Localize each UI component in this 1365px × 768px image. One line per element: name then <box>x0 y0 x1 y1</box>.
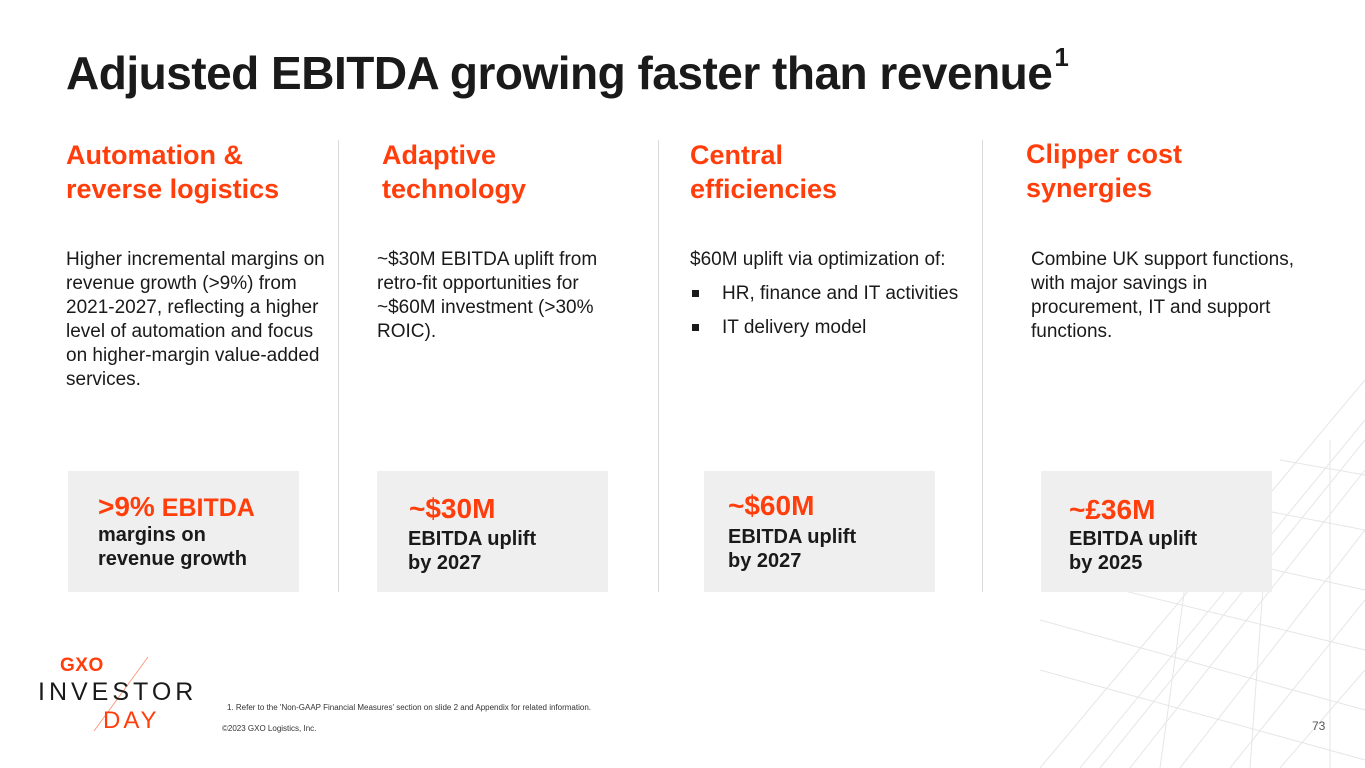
page-title-text: Adjusted EBITDA growing faster than reve… <box>66 47 1053 99</box>
column-1-body: Higher incremental margins on revenue gr… <box>66 249 325 390</box>
stat-box-2-value: ~$30M <box>409 493 496 524</box>
column-4-heading-line-1: Clipper cost <box>1026 139 1183 169</box>
column-1-heading-line-2: reverse logistics <box>66 174 280 204</box>
stat-box-3-caption-line-1: EBITDA uplift <box>728 526 857 548</box>
square-bullet-icon <box>692 290 699 297</box>
footnote-marker: 1 <box>1054 42 1069 72</box>
stat-box-4-caption-line-2: by 2025 <box>1069 552 1143 574</box>
column-3-heading-line-2: efficiencies <box>690 174 838 204</box>
logo-slash-icon <box>93 656 149 732</box>
column-2-heading-line-1: Adaptive <box>382 140 497 170</box>
logo-brand: GXO <box>60 655 104 676</box>
copyright: ©2023 GXO Logistics, Inc. <box>222 724 317 733</box>
column-1-heading-line-1: Automation & <box>66 140 243 170</box>
stat-box-3-caption: EBITDA uplift by 2027 <box>728 525 928 573</box>
column-1-heading: Automation & reverse logistics <box>66 138 356 206</box>
stat-box-1-value: >9% EBITDA <box>98 491 255 523</box>
column-divider-2 <box>658 140 659 592</box>
column-2-heading: Adaptive technology <box>382 138 672 206</box>
stat-box-4-value: ~£36M <box>1069 494 1156 525</box>
stat-box-3-value: ~$60M <box>728 490 815 521</box>
stat-box-2-caption: EBITDA uplift by 2027 <box>408 527 608 575</box>
list-item: IT delivery model <box>690 316 975 340</box>
square-bullet-icon <box>692 324 699 331</box>
stat-box-3: ~$60M EBITDA uplift by 2027 <box>704 471 935 592</box>
list-item-text: HR, finance and IT activities <box>722 283 959 304</box>
stat-box-1: >9% EBITDA margins on revenue growth <box>68 471 299 592</box>
stat-box-1-value-suffix: EBITDA <box>154 494 255 522</box>
page-title: Adjusted EBITDA growing faster than reve… <box>66 42 1069 100</box>
column-2-heading-line-2: technology <box>382 174 527 204</box>
page-number: 73 <box>1312 719 1326 733</box>
logo-investor: INVESTOR <box>38 678 198 706</box>
column-4-body: Combine UK support functions, with major… <box>1031 249 1294 342</box>
column-3-heading: Central efficiencies <box>690 138 980 206</box>
stat-box-4-caption-line-1: EBITDA uplift <box>1069 528 1198 550</box>
column-3-heading-line-1: Central <box>690 140 784 170</box>
stat-box-2-caption-line-2: by 2027 <box>408 552 482 574</box>
column-divider-1 <box>338 140 339 592</box>
logo-day: DAY <box>103 707 160 734</box>
stat-box-2: ~$30M EBITDA uplift by 2027 <box>377 471 608 592</box>
column-4-heading: Clipper cost synergies <box>1026 137 1316 205</box>
stat-box-1-caption-line-2: revenue growth <box>98 548 247 570</box>
column-divider-3 <box>982 140 983 592</box>
stat-box-1-caption-line-1: margins on <box>98 524 206 546</box>
stat-box-1-value-number: >9% <box>98 491 155 522</box>
stat-box-1-caption: margins on revenue growth <box>98 523 298 571</box>
column-2-body: ~$30M EBITDA uplift from retro-fit oppor… <box>377 249 598 342</box>
list-item-text: IT delivery model <box>722 317 867 338</box>
stat-box-4: ~£36M EBITDA uplift by 2025 <box>1041 471 1272 592</box>
stat-box-3-caption-line-2: by 2027 <box>728 550 802 572</box>
column-4-heading-line-2: synergies <box>1026 173 1153 203</box>
list-item: HR, finance and IT activities <box>690 282 975 306</box>
footnote: 1. Refer to the 'Non-GAAP Financial Meas… <box>227 703 591 712</box>
column-3-body: $60M uplift via optimization of: HR, fin… <box>690 248 975 350</box>
column-3-bullet-list: HR, finance and IT activities IT deliver… <box>690 282 975 340</box>
stat-box-4-caption: EBITDA uplift by 2025 <box>1069 527 1269 575</box>
column-3-intro: $60M uplift via optimization of: <box>690 249 946 270</box>
stat-box-2-caption-line-1: EBITDA uplift <box>408 528 537 550</box>
